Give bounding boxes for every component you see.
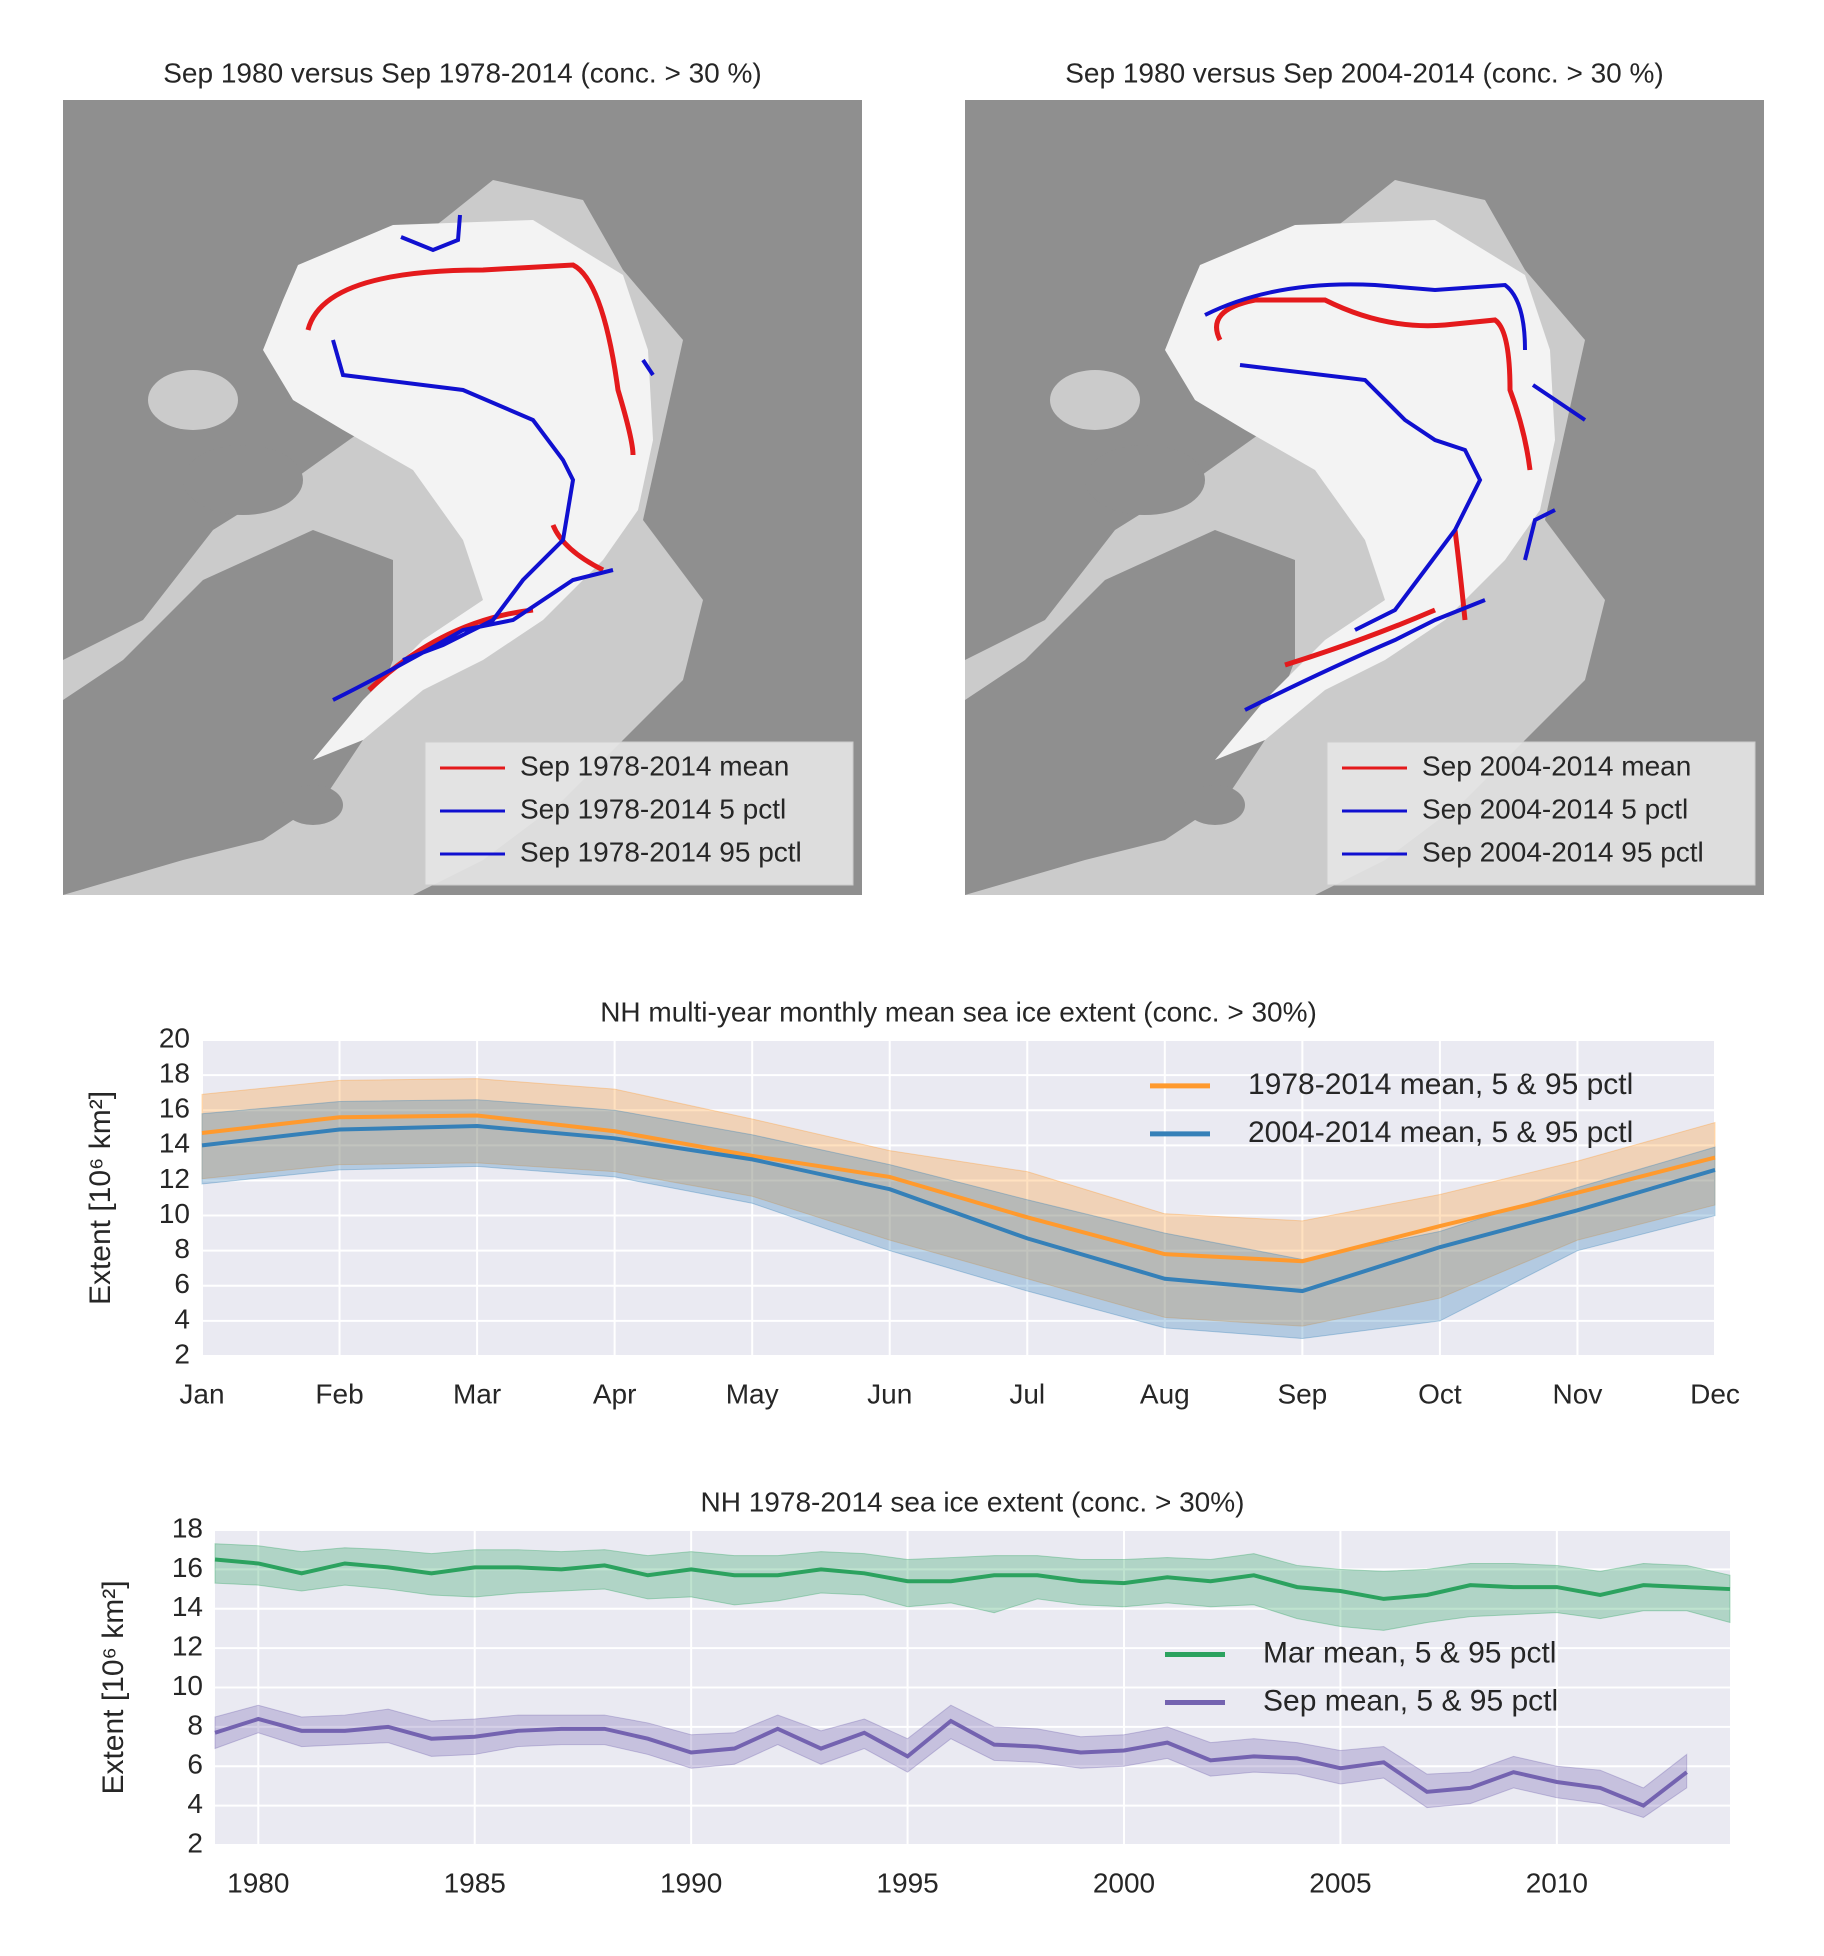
series-line	[214, 1557, 1731, 1601]
y-tick-label: 4	[187, 1788, 203, 1819]
legend-label: Sep 1978-2014 5 pctl	[520, 793, 786, 824]
y-tick-label: 6	[187, 1749, 203, 1780]
map-title: Sep 1980 versus Sep 2004-2014 (conc. > 3…	[1065, 57, 1664, 88]
x-tick-label: Feb	[315, 1378, 363, 1409]
y-tick-label: 16	[159, 1093, 190, 1124]
legend-label: Sep 2004-2014 5 pctl	[1422, 793, 1688, 824]
y-tick-label: 10	[159, 1198, 190, 1229]
chart-title: NH 1978-2014 sea ice extent (conc. > 30%…	[701, 1486, 1245, 1517]
y-tick-label: 8	[174, 1233, 190, 1264]
x-tick-label: Apr	[593, 1378, 637, 1409]
x-tick-label: Aug	[1140, 1378, 1190, 1409]
y-tick-label: 14	[172, 1591, 203, 1622]
legend-box	[1326, 741, 1756, 886]
y-tick-label: 12	[159, 1163, 190, 1194]
y-axis-label: Extent [10⁶ km²]	[84, 1091, 117, 1305]
x-tick-label: 1990	[660, 1867, 722, 1898]
legend-label: Mar mean, 5 & 95 pctl	[1263, 1636, 1556, 1669]
legend-label: Sep 1978-2014 mean	[520, 750, 789, 781]
y-tick-label: 10	[172, 1670, 203, 1701]
x-tick-label: 2000	[1093, 1867, 1155, 1898]
x-tick-label: Jun	[867, 1378, 912, 1409]
x-tick-label: 2010	[1526, 1867, 1588, 1898]
x-tick-label: Sep	[1277, 1378, 1327, 1409]
legend-label: 2004-2014 mean, 5 & 95 pctl	[1248, 1116, 1633, 1149]
y-tick-label: 12	[172, 1631, 203, 1662]
y-tick-label: 2	[174, 1338, 190, 1369]
y-tick-label: 2	[187, 1827, 203, 1858]
y-axis-label: Extent [10⁶ km²]	[97, 1580, 130, 1794]
x-tick-label: Nov	[1553, 1378, 1603, 1409]
y-tick-label: 16	[172, 1552, 203, 1583]
legend-label: Sep 1978-2014 95 pctl	[520, 836, 802, 867]
x-tick-label: Jan	[179, 1378, 224, 1409]
chart-title: NH multi-year monthly mean sea ice exten…	[600, 996, 1317, 1027]
x-tick-label: May	[726, 1378, 779, 1409]
legend-label: Sep 2004-2014 mean	[1422, 750, 1691, 781]
x-tick-label: 2005	[1309, 1867, 1371, 1898]
x-tick-label: Mar	[453, 1378, 501, 1409]
x-tick-label: Dec	[1690, 1378, 1740, 1409]
legend-label: Sep mean, 5 & 95 pctl	[1263, 1684, 1558, 1717]
x-tick-label: Oct	[1418, 1378, 1462, 1409]
band	[214, 1704, 1688, 1818]
legend-label: Sep 2004-2014 95 pctl	[1422, 836, 1704, 867]
series-line	[214, 1716, 1688, 1808]
x-tick-label: 1980	[227, 1867, 289, 1898]
y-tick-label: 6	[174, 1268, 190, 1299]
x-tick-label: 1995	[876, 1867, 938, 1898]
band	[201, 1078, 1716, 1327]
series-line	[201, 1124, 1716, 1294]
legend-box	[424, 741, 854, 886]
x-tick-label: Jul	[1009, 1378, 1045, 1409]
y-tick-label: 18	[159, 1058, 190, 1089]
x-tick-label: 1985	[444, 1867, 506, 1898]
y-tick-label: 14	[159, 1128, 190, 1159]
y-tick-label: 4	[174, 1303, 190, 1334]
y-tick-label: 18	[172, 1512, 203, 1543]
map-title: Sep 1980 versus Sep 1978-2014 (conc. > 3…	[163, 57, 762, 88]
legend-label: 1978-2014 mean, 5 & 95 pctl	[1248, 1068, 1633, 1101]
y-tick-label: 20	[159, 1022, 190, 1053]
series-line	[201, 1113, 1716, 1264]
y-tick-label: 8	[187, 1709, 203, 1740]
